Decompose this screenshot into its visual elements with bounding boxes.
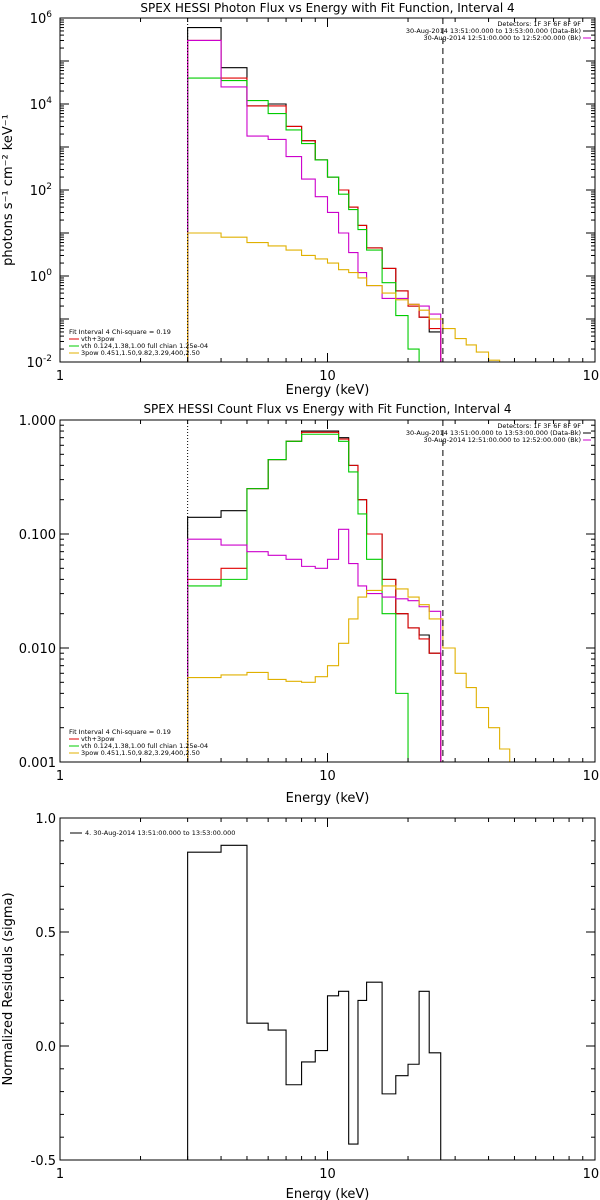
y-axis-label: photons s⁻¹ cm⁻² keV⁻¹ xyxy=(1,114,16,266)
chart-title: SPEX HESSI Count Flux vs Energy with Fit… xyxy=(143,402,511,416)
series-line-3 xyxy=(187,77,420,362)
chart-panel-3: 1 10 100 1.0 0.5 0.0 -0.5 Energy (keV) Normalize… xyxy=(1,812,600,1200)
x-tick-label: 1 xyxy=(56,1167,64,1182)
y-tick-label: 106 xyxy=(30,10,53,27)
series-line-5 xyxy=(187,585,511,762)
axes-frame xyxy=(59,817,596,1161)
legend-bottom-header: Fit Interval 4 Chi-square = 0.19 xyxy=(69,728,171,736)
series-line-1 xyxy=(187,430,442,762)
y-tick-label: 100 xyxy=(30,268,53,285)
legend-bottom-entry: vth 0.124,1.38,1.00 full chian 1.25e-04 xyxy=(81,742,208,750)
y-tick-label: 0.100 xyxy=(19,528,56,543)
series-group xyxy=(187,26,511,362)
legend-bottom-header: Fit Interval 4 Chi-square = 0.19 xyxy=(69,328,171,336)
series-line-1 xyxy=(187,844,442,1160)
legend-bottom-entry: vth+3pow xyxy=(81,735,115,743)
y-axis-label: Normalized Residuals (sigma) xyxy=(1,892,16,1085)
y-tick-label: 1.0 xyxy=(35,812,56,827)
legend-top-entry: 30-Aug-2014 13:51:00.000 to 13:53:00.000… xyxy=(406,429,581,437)
legend-top-entry: Detectors: 1F 3F 6F 8F 9F xyxy=(497,422,581,430)
x-tick-label: 10 xyxy=(319,1167,336,1182)
x-tick-label: 1 xyxy=(56,769,64,784)
legend-bottom-entry: vth 0.124,1.38,1.00 full chian 1.25e-04 xyxy=(81,342,208,350)
y-tick-label: 102 xyxy=(30,182,52,199)
x-axis-label: Energy (keV) xyxy=(286,791,370,806)
legend-top-entry: Detectors: 1F 3F 6F 8F 9F xyxy=(497,20,581,28)
legend-bottom-entry: 3pow 0.451,1.50,9.82,3.29,400,2.50 xyxy=(81,749,200,757)
y-tick-label: 0.010 xyxy=(19,642,56,657)
x-axis-label: Energy (keV) xyxy=(286,383,370,398)
series-line-5 xyxy=(187,232,511,362)
x-tick-label: 10 xyxy=(319,369,336,384)
y-tick-label: 1.000 xyxy=(19,414,56,429)
y-tick-label: 0.001 xyxy=(19,756,56,771)
y-tick-label: 0.5 xyxy=(35,926,56,941)
y-tick-label: -0.5 xyxy=(31,1154,56,1169)
chart-panel-2: SPEX HESSI Count Flux vs Energy with Fit… xyxy=(19,402,600,806)
axes-frame xyxy=(59,419,596,763)
x-tick-label: 1 xyxy=(56,369,64,384)
chart-panel-1: SPEX HESSI Photon Flux vs Energy with Fi… xyxy=(1,1,600,398)
axes-frame xyxy=(59,17,596,363)
legend-top-entry: 30-Aug-2014 12:51:00.000 to 12:52:00.000… xyxy=(424,436,581,444)
y-tick-label: 104 xyxy=(30,96,53,113)
x-tick-label: 10 xyxy=(319,769,336,784)
legend-top-entry: 30-Aug-2014 12:51:00.000 to 12:52:00.000… xyxy=(424,34,581,42)
x-tick-label: 100 xyxy=(583,769,600,784)
series-group xyxy=(187,430,511,762)
legend-bottom-entry: vth+3pow xyxy=(81,335,115,343)
chart-title: SPEX HESSI Photon Flux vs Energy with Fi… xyxy=(140,1,514,15)
series-group xyxy=(187,844,442,1160)
y-tick-label: 0.0 xyxy=(35,1040,56,1055)
series-line-2 xyxy=(187,39,442,362)
legend-bottom-entry: 3pow 0.451,1.50,9.82,3.29,400,2.50 xyxy=(81,349,200,357)
x-axis-label: Energy (keV) xyxy=(286,1187,370,1200)
x-tick-label: 100 xyxy=(583,1167,600,1182)
legend-top-entry: 30-Aug-2014 13:51:00.000 to 13:53:00.000… xyxy=(406,27,581,35)
x-tick-label: 100 xyxy=(583,369,600,384)
series-line-3 xyxy=(187,433,409,762)
legend-entry: 4. 30-Aug-2014 13:51:00.000 to 13:53:00.… xyxy=(85,829,235,837)
series-line-4 xyxy=(187,528,442,762)
y-tick-label: 10-2 xyxy=(26,354,52,371)
series-line-2 xyxy=(187,431,442,762)
